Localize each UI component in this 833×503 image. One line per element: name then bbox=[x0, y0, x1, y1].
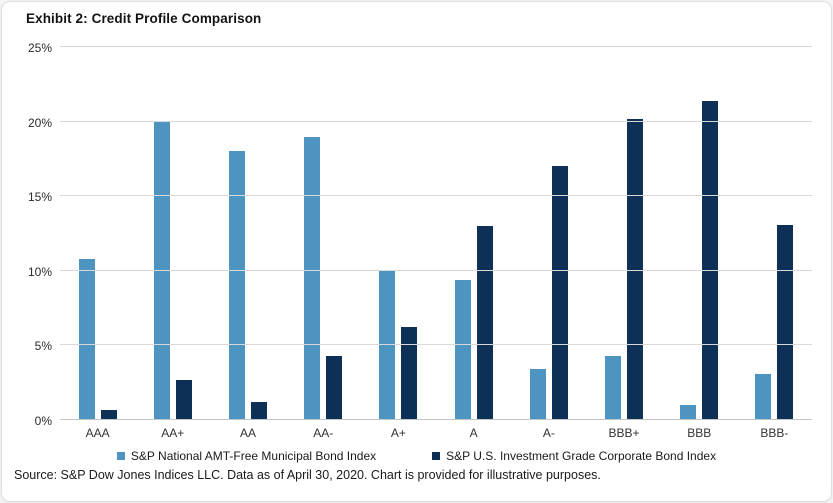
bar-group bbox=[210, 47, 285, 420]
bar-group bbox=[361, 47, 436, 420]
x-tick-label: BBB bbox=[687, 426, 712, 440]
bar-groups bbox=[60, 47, 812, 420]
gridline bbox=[60, 120, 812, 122]
bar-muni bbox=[454, 280, 471, 420]
gridline bbox=[60, 344, 812, 346]
x-tick-label: BBB+ bbox=[608, 426, 640, 440]
x-tick-label: A+ bbox=[390, 426, 406, 440]
bar-corp bbox=[175, 380, 192, 420]
x-axis-line bbox=[60, 419, 812, 420]
x-tick-label: A- bbox=[542, 426, 555, 440]
bar-corp bbox=[251, 402, 267, 420]
legend-item-muni: S&P National AMT-Free Municipal Bond Ind… bbox=[116, 449, 377, 463]
gridline bbox=[60, 195, 812, 197]
x-tick-label: AA- bbox=[313, 426, 334, 440]
bar-muni bbox=[78, 259, 95, 420]
bar-corp bbox=[476, 226, 493, 420]
bar-muni bbox=[605, 356, 622, 420]
bar-muni bbox=[680, 405, 697, 420]
source-note: Source: S&P Dow Jones Indices LLC. Data … bbox=[14, 468, 601, 482]
x-tick-label: A bbox=[469, 426, 478, 440]
bar-group bbox=[135, 47, 210, 420]
legend-label-muni: S&P National AMT-Free Municipal Bond Ind… bbox=[130, 449, 377, 463]
plot-area: 0% 5% 10% 15% 20% 25% bbox=[28, 41, 812, 428]
bar-corp bbox=[702, 101, 719, 420]
y-tick-label: 0% bbox=[34, 414, 52, 428]
x-axis-labels: AAA AA+ AA AA- A+ A A- BBB+ BBB BBB- bbox=[60, 426, 812, 440]
bar-muni bbox=[379, 271, 396, 420]
x-tick-label: AAA bbox=[85, 426, 110, 440]
legend-marker-muni-icon bbox=[116, 452, 125, 460]
legend: S&P National AMT-Free Municipal Bond Ind… bbox=[2, 449, 831, 463]
legend-label-corp: S&P U.S. Investment Grade Corporate Bond… bbox=[446, 449, 717, 463]
bar-muni bbox=[229, 151, 245, 420]
gridline bbox=[60, 269, 812, 271]
bar-group bbox=[737, 47, 812, 420]
bar-corp bbox=[401, 327, 418, 420]
y-tick-label: 15% bbox=[27, 190, 52, 205]
legend-marker-corp-icon bbox=[432, 452, 441, 460]
y-tick-label: 5% bbox=[34, 339, 52, 354]
y-tick-label: 20% bbox=[27, 115, 52, 130]
chart-title: Exhibit 2: Credit Profile Comparison bbox=[26, 11, 262, 26]
x-tick-label: AA+ bbox=[161, 426, 185, 440]
bar-group bbox=[586, 47, 661, 420]
gridline bbox=[60, 46, 812, 47]
bar-muni bbox=[304, 137, 321, 420]
legend-item-corp: S&P U.S. Investment Grade Corporate Bond… bbox=[432, 449, 716, 463]
bar-muni bbox=[153, 122, 170, 420]
bar-corp bbox=[551, 166, 568, 420]
y-tick-label: 10% bbox=[27, 264, 52, 279]
x-tick-label: AA bbox=[240, 426, 257, 440]
bar-corp bbox=[326, 356, 343, 420]
x-tick-label: BBB- bbox=[760, 426, 789, 440]
bar-corp bbox=[777, 225, 794, 420]
bar-muni bbox=[529, 369, 546, 420]
y-tick-label: 25% bbox=[27, 41, 52, 55]
bar-muni bbox=[755, 374, 772, 420]
bar-corp bbox=[100, 410, 117, 420]
bar-group bbox=[662, 47, 737, 420]
bar-group bbox=[436, 47, 511, 420]
bar-group bbox=[286, 47, 361, 420]
bar-group bbox=[60, 47, 135, 420]
bar-group bbox=[511, 47, 586, 420]
